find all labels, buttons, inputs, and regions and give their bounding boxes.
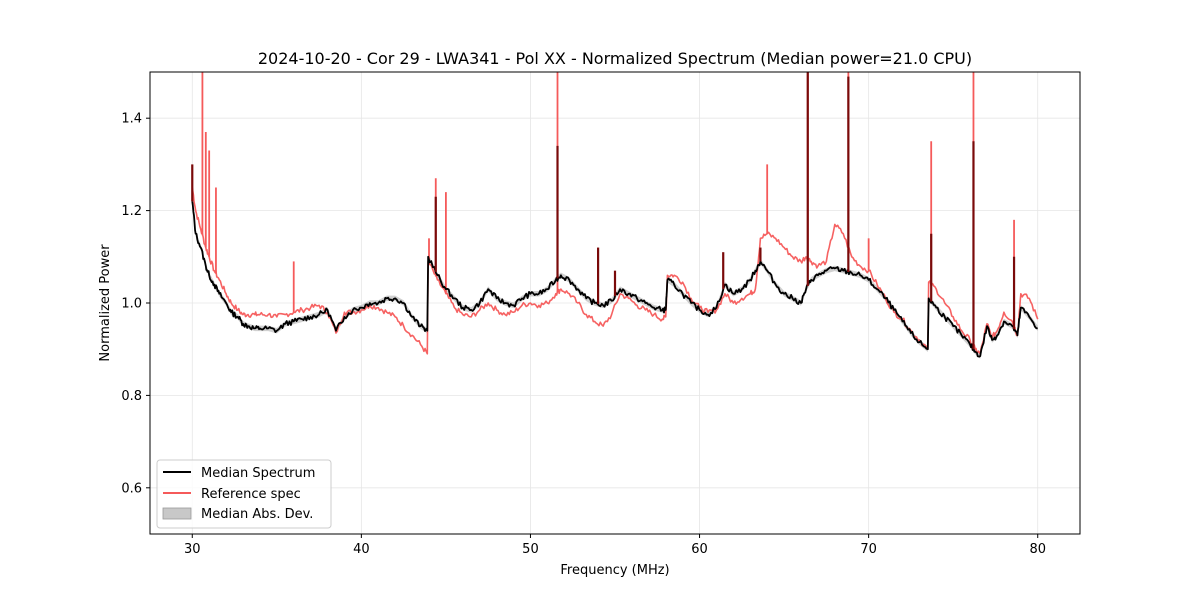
y-tick-label: 1.2: [121, 204, 142, 219]
plot-area: [191, 72, 1039, 359]
y-tick-label: 0.8: [121, 389, 142, 404]
y-tick-label: 1.0: [121, 297, 142, 312]
legend-mad-swatch: [162, 507, 192, 520]
legend-reference-label: Reference spec: [201, 487, 301, 502]
y-tick-label: 1.4: [121, 112, 142, 127]
series-line-median-spectrum: [191, 201, 1038, 358]
legend-mad-label: Median Abs. Dev.: [201, 507, 313, 522]
legend: Median Spectrum Reference spec Median Ab…: [156, 459, 332, 529]
y-axis-ticks: 0.6 0.8 1.0 1.2 1.4: [121, 112, 150, 496]
chart-title: 2024-10-20 - Cor 29 - LWA341 - Pol XX - …: [258, 49, 972, 68]
legend-box: [156, 459, 332, 529]
x-tick-label: 70: [860, 542, 877, 557]
x-tick-label: 40: [353, 542, 370, 557]
y-tick-label: 0.6: [121, 481, 142, 496]
x-axis-ticks: 30 40 50 60 70 80: [184, 534, 1046, 557]
x-tick-label: 30: [184, 542, 201, 557]
x-tick-label: 50: [522, 542, 539, 557]
x-tick-label: 60: [691, 542, 708, 557]
x-axis-label: Frequency (MHz): [560, 563, 669, 578]
legend-median-label: Median Spectrum: [201, 466, 315, 481]
median-series-layer: [191, 72, 1038, 358]
y-axis-label: Normalized Power: [98, 244, 113, 362]
x-tick-label: 80: [1029, 542, 1046, 557]
